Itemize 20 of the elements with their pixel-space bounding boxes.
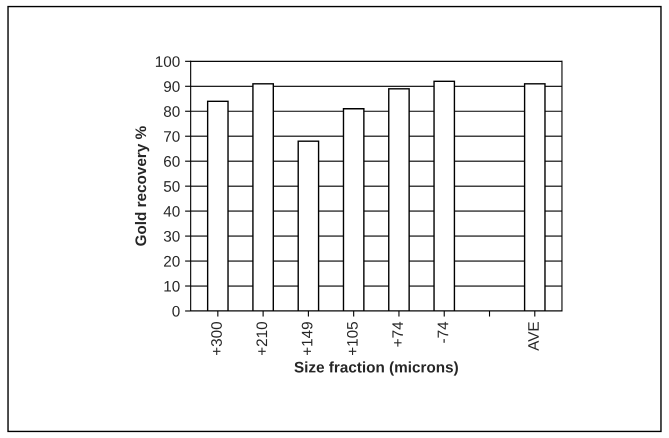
y-tick-label: 0 xyxy=(172,306,180,317)
y-tick-label: 40 xyxy=(164,206,180,217)
x-tick-label: -74 xyxy=(438,322,448,343)
y-tick-label: 100 xyxy=(156,56,180,68)
x-axis-title: Size fraction (microns) xyxy=(294,361,458,376)
y-axis-title: Gold recovery % xyxy=(134,126,150,246)
x-tick-label: +105 xyxy=(346,322,358,356)
y-tick-label: 70 xyxy=(164,131,180,142)
x-tick-label: AVE xyxy=(528,322,539,351)
x-tick-label: +210 xyxy=(256,322,268,356)
y-tick-label: 30 xyxy=(164,230,180,242)
y-tick-label: 90 xyxy=(164,81,180,92)
y-tick-label: 20 xyxy=(164,256,180,267)
y-tick-label: 60 xyxy=(164,156,180,167)
y-tick-label: 50 xyxy=(164,181,180,192)
x-tick-label: +74 xyxy=(392,322,403,347)
y-tick-label: 10 xyxy=(164,280,180,292)
y-tick-label: 80 xyxy=(164,106,180,117)
x-tick-label: +300 xyxy=(211,322,222,356)
x-tick-label: +149 xyxy=(302,322,312,356)
